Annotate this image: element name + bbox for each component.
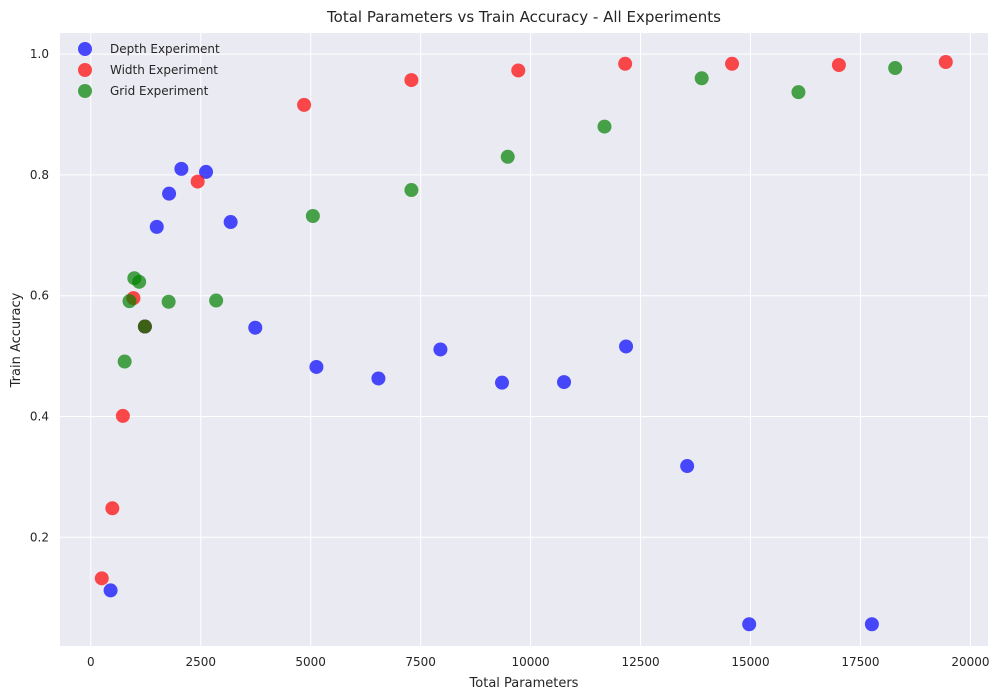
data-point (864, 617, 879, 632)
data-point (190, 174, 205, 189)
chart-title: Total Parameters vs Train Accuracy - All… (326, 8, 721, 26)
y-axis-label: Train Accuracy (9, 292, 24, 388)
data-point (162, 186, 177, 201)
data-point (495, 375, 510, 390)
data-point (619, 339, 634, 354)
data-point (618, 56, 633, 71)
series-1 (103, 161, 879, 632)
data-point (117, 354, 132, 369)
data-point (433, 342, 448, 357)
data-point (309, 359, 324, 374)
data-point (500, 149, 515, 164)
data-point (174, 161, 189, 176)
data-point (371, 371, 386, 386)
data-point (161, 294, 176, 309)
x-tick-label: 12500 (621, 655, 659, 669)
x-axis-label: Total Parameters (469, 676, 579, 691)
x-tick-label: 0 (87, 655, 95, 669)
data-point (831, 58, 846, 73)
data-point (305, 208, 320, 223)
data-point (248, 320, 263, 335)
y-tick-label: 1.0 (30, 47, 49, 61)
x-tick-label: 17500 (841, 655, 879, 669)
grid-lines (60, 33, 988, 646)
legend-label: Grid Experiment (110, 84, 209, 98)
plot-area (60, 33, 988, 646)
x-tick-label: 15000 (731, 655, 769, 669)
data-point (597, 119, 612, 134)
data-point (938, 54, 953, 69)
data-point (680, 459, 695, 474)
data-point (132, 274, 147, 289)
x-tick-label: 10000 (512, 655, 550, 669)
x-tick-label: 2500 (185, 655, 216, 669)
data-point (223, 215, 238, 230)
y-tick-label: 0.6 (30, 289, 49, 303)
legend-label: Width Experiment (110, 63, 218, 77)
legend-marker (78, 84, 92, 98)
y-tick-label: 0.2 (30, 530, 49, 544)
data-point (557, 375, 572, 390)
data-point (791, 85, 806, 100)
data-point (105, 501, 120, 516)
legend-label: Depth Experiment (110, 42, 220, 56)
data-point (404, 183, 419, 198)
y-tick-label: 0.4 (30, 410, 49, 424)
data-point (149, 219, 164, 234)
data-point (103, 583, 118, 598)
data-point (199, 164, 214, 179)
data-point (115, 408, 130, 423)
data-point (694, 71, 709, 86)
data-point (511, 63, 526, 78)
data-point (725, 56, 740, 71)
x-tick-label: 5000 (295, 655, 326, 669)
x-tick-label: 7500 (405, 655, 436, 669)
data-point (122, 294, 137, 309)
x-tick-labels: 0 2500 5000 7500 10000 12500 15000 17500 20000 (87, 655, 990, 669)
data-point (209, 293, 224, 308)
series-3 (117, 61, 903, 369)
data-point (404, 73, 419, 88)
data-point (888, 61, 903, 76)
y-tick-label: 0.8 (30, 168, 49, 182)
x-tick-label: 20000 (951, 655, 989, 669)
data-point (94, 571, 109, 586)
legend: Depth Experiment Width Experiment Grid Exp… (78, 42, 220, 98)
data-point (742, 617, 757, 632)
legend-marker (78, 42, 92, 56)
data-point (137, 319, 152, 334)
y-tick-labels: 0.2 0.4 0.6 0.8 1.0 (30, 47, 49, 544)
data-point (297, 97, 312, 112)
legend-marker (78, 63, 92, 77)
data-points (94, 54, 953, 632)
